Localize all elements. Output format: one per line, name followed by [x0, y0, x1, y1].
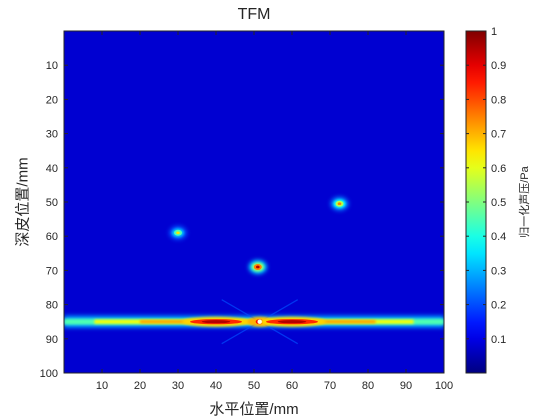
- x-tick-label: 10: [96, 380, 108, 392]
- colorbar-tick-label: 0.2: [491, 300, 506, 312]
- colorbar: 0.1 0.2 0.3 0.4 0.5 0.6 0.7 0.8 0.9 1: [465, 26, 506, 374]
- y-tick-label: 40: [46, 163, 58, 175]
- x-tick-label: 40: [210, 380, 222, 392]
- x-tick-label: 80: [362, 380, 374, 392]
- y-tick-label: 100: [40, 368, 58, 380]
- y-tick-label: 10: [46, 60, 58, 72]
- y-tick-label: 80: [46, 300, 58, 312]
- x-tick-label: 90: [400, 380, 412, 392]
- scatterer-core: [337, 202, 342, 206]
- colorbar-tick-label: 0.9: [491, 60, 506, 72]
- y-tick-label: 90: [46, 334, 58, 346]
- x-tick-label: 30: [172, 380, 184, 392]
- x-axis-label: 水平位置/mm: [209, 401, 299, 418]
- y-tick-label: 20: [46, 94, 58, 106]
- y-tick-label: 30: [46, 129, 58, 141]
- colorbar-tick-label: 0.7: [491, 129, 506, 141]
- x-tick-label: 70: [324, 380, 336, 392]
- axes: 10 20 30 40 50 60 70 80 90 100 10 20 30 40 50 60 70 80 90 1…: [40, 30, 453, 392]
- colorbar-tick-label: 0.8: [491, 94, 506, 106]
- scatterer-core: [176, 231, 180, 235]
- x-tick-label: 50: [248, 380, 260, 392]
- colorbar-tick-label: 0.5: [491, 197, 506, 209]
- reflector-center-dot: [257, 319, 262, 324]
- y-tick-label: 60: [46, 231, 58, 243]
- chart-title: TFM: [237, 6, 271, 23]
- colorbar-tick-label: 0.1: [491, 334, 506, 346]
- x-tick-label: 100: [435, 380, 453, 392]
- scatterer-core: [255, 265, 260, 269]
- reflector-peak-core: [201, 320, 231, 324]
- colorbar-gradient: [466, 31, 486, 373]
- heatmap-features: [64, 196, 444, 345]
- x-tick-label: 20: [134, 380, 146, 392]
- reflector-peak-core: [277, 320, 307, 324]
- y-tick-label: 50: [46, 197, 58, 209]
- colorbar-tick-label: 0.4: [491, 231, 506, 243]
- x-tick-label: 60: [286, 380, 298, 392]
- colorbar-tick-label: 0.6: [491, 163, 506, 175]
- colorbar-tick-label: 1: [491, 26, 497, 38]
- y-tick-label: 70: [46, 265, 58, 277]
- colorbar-tick-label: 0.3: [491, 265, 506, 277]
